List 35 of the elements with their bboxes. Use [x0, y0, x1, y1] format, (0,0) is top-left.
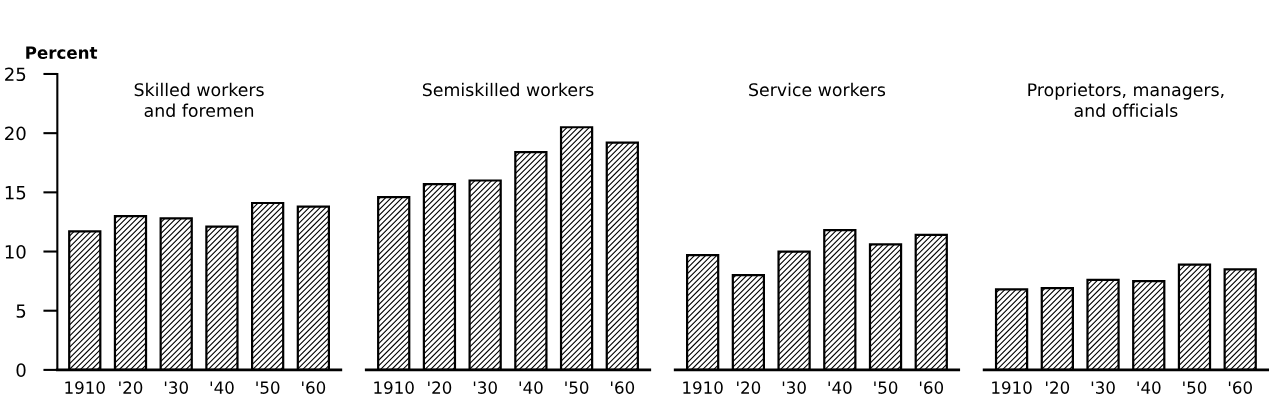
chart-title: Semiskilled workers — [422, 82, 594, 97]
x-tick-label: '50 — [1183, 381, 1207, 394]
text: Skilled workers and foremen — [134, 82, 264, 118]
x-tick-label: '60 — [1228, 381, 1252, 394]
x-tick-label: '30 — [473, 381, 497, 394]
x-tick-label: 1910 — [65, 381, 105, 394]
x-tick-label: '60 — [302, 381, 326, 394]
x-tick-label: '20 — [428, 381, 452, 394]
x-tick-label: '40 — [828, 381, 852, 394]
x-tick-label: '30 — [164, 381, 188, 394]
y-tick-label: 20 — [5, 126, 26, 141]
x-tick-label: '40 — [1137, 381, 1161, 394]
x-tick-label: 1910 — [374, 381, 414, 394]
y-tick-label: 15 — [5, 186, 26, 200]
x-tick-label: '20 — [1046, 381, 1070, 394]
x-tick-label: '50 — [565, 381, 589, 394]
chart-title: Service workers — [749, 82, 886, 97]
x-tick-label: '50 — [256, 381, 280, 394]
x-tick-label: '60 — [919, 381, 944, 394]
x-tick-label: '40 — [519, 381, 543, 394]
y-tick-label: 10 — [5, 244, 26, 259]
x-tick-label: '50 — [874, 381, 898, 394]
x-tick-label: '20 — [119, 381, 143, 394]
y-tick-label: 0 — [16, 363, 26, 378]
x-tick-label: '20 — [737, 381, 761, 394]
x-tick-label: '40 — [210, 381, 234, 394]
text: Proprietors, managers, and officials — [1028, 82, 1224, 118]
x-tick-label: '30 — [1091, 381, 1115, 394]
x-tick-label: 1910 — [992, 381, 1032, 394]
x-tick-label: '60 — [611, 381, 635, 394]
y-axis-title: Percent — [26, 46, 98, 59]
y-tick-label: 5 — [16, 304, 26, 318]
x-tick-label: '30 — [782, 381, 806, 394]
x-tick-label: 1910 — [683, 381, 723, 394]
y-tick-label: 25 — [5, 67, 26, 82]
